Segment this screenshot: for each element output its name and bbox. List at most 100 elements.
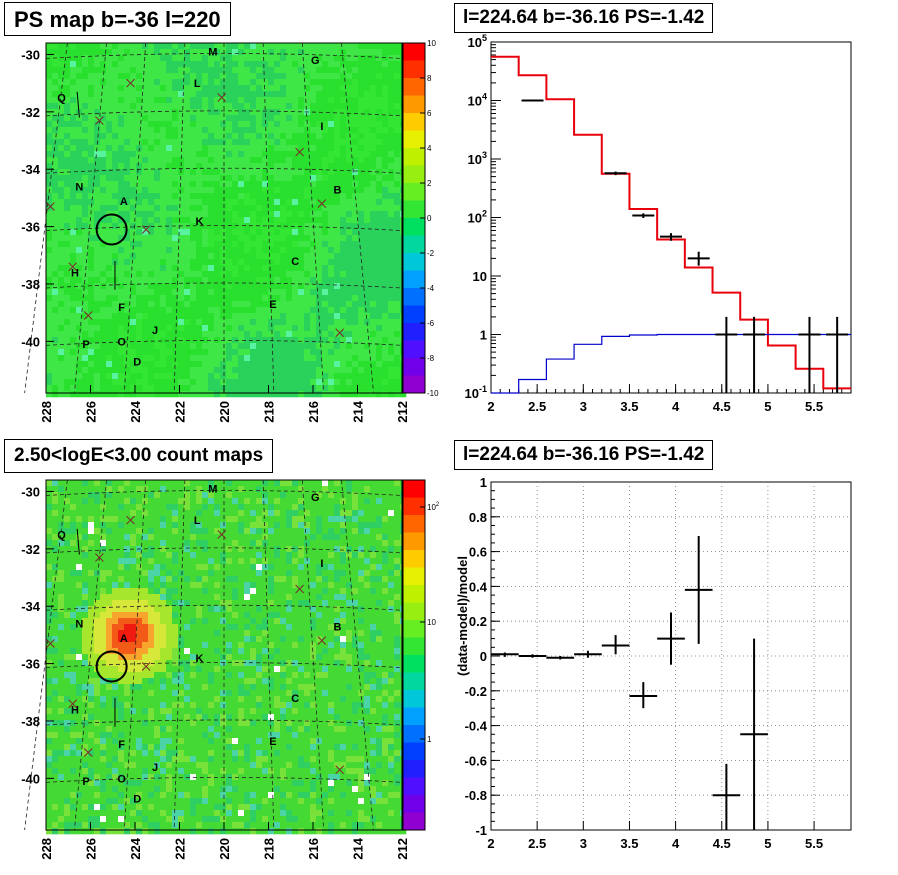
map-pixel [94,337,101,344]
map-pixel [190,115,197,122]
map-pixel [172,55,179,62]
map-pixel [292,540,299,547]
map-pixel [328,115,335,122]
map-pixel [52,277,59,284]
map-pixel [100,307,107,314]
map-pixel [394,151,401,158]
map-pixel [352,271,359,278]
map-pixel [346,163,353,170]
map-pixel [64,588,71,595]
map-pixel [76,115,83,122]
map-pixel [346,588,353,595]
map-pixel [124,373,131,380]
map-pixel [364,570,371,577]
map-pixel [238,552,245,559]
map-pixel [286,49,293,56]
map-pixel [58,79,65,86]
map-pixel [178,516,185,523]
map-pixel [310,85,317,92]
map-pixel [232,127,239,134]
map-pixel [370,522,377,529]
map-pixel [250,145,257,152]
map-pixel [172,325,179,332]
map-pixel [106,187,113,194]
map-pixel [64,582,71,589]
map-pixel [208,241,215,248]
map-pixel [286,391,293,398]
map-pixel [124,103,131,110]
map-pixel [166,79,173,86]
map-pixel [196,85,203,92]
map-pixel [76,91,83,98]
map-pixel [382,391,389,398]
map-pixel [160,217,167,224]
map-pixel [208,570,215,577]
map-pixel [178,528,185,535]
map-pixel [334,546,341,553]
map-pixel [154,349,161,356]
map-pixel [346,289,353,296]
map-pixel [322,67,329,74]
map-pixel [226,259,233,266]
map-pixel [274,283,281,290]
map-pixel [154,588,161,595]
map-pixel [160,343,167,350]
map-pixel [208,510,215,517]
map-pixel [388,187,395,194]
map-pixel [346,343,353,350]
map-pixel [274,337,281,344]
map-pixel [394,480,401,487]
map-pixel [148,534,155,541]
map-pixel [316,349,323,356]
map-pixel [46,121,53,128]
map-pixel [286,486,293,493]
map-pixel [154,480,161,487]
map-pixel [232,157,239,164]
map-pixel [226,355,233,362]
map-pixel [202,97,209,104]
map-pixel [148,289,155,296]
map-pixel [352,295,359,302]
map-pixel [340,205,347,212]
map-pixel [244,103,251,110]
map-pixel [160,331,167,338]
map-pixel [214,43,221,50]
map-pixel [142,516,149,523]
palette-tick-label: -10 [427,389,439,398]
map-pixel [82,367,89,374]
map-pixel [244,295,251,302]
map-pixel [130,223,137,230]
map-pixel [142,151,149,158]
map-pixel [220,217,227,224]
map-pixel [88,151,95,158]
map-pixel [172,181,179,188]
map-pixel [184,145,191,152]
map-pixel [46,361,53,368]
data-point [604,171,627,176]
map-pixel [256,97,263,104]
map-pixel [124,564,131,571]
map-pixel [316,319,323,326]
map-pixel [208,181,215,188]
map-pixel [244,109,251,116]
map-pixel [64,121,71,128]
map-pixel [316,79,323,86]
map-pixel [346,217,353,224]
map-pixel [178,175,185,182]
map-pixel [136,319,143,326]
map-pixel [304,55,311,62]
spectrum-x-tick-label: 2 [487,399,494,414]
map-pixel [256,145,263,152]
map-pixel [274,325,281,332]
map-pixel [358,504,365,511]
map-pixel [274,97,281,104]
map-pixel [352,379,359,386]
map-pixel [100,241,107,248]
map-pixel [226,151,233,158]
map-pixel [250,61,257,68]
map-pixel [268,391,275,398]
map-pixel [184,349,191,356]
map-pixel [142,97,149,104]
map-pixel [172,534,179,541]
map-pixel [352,253,359,260]
